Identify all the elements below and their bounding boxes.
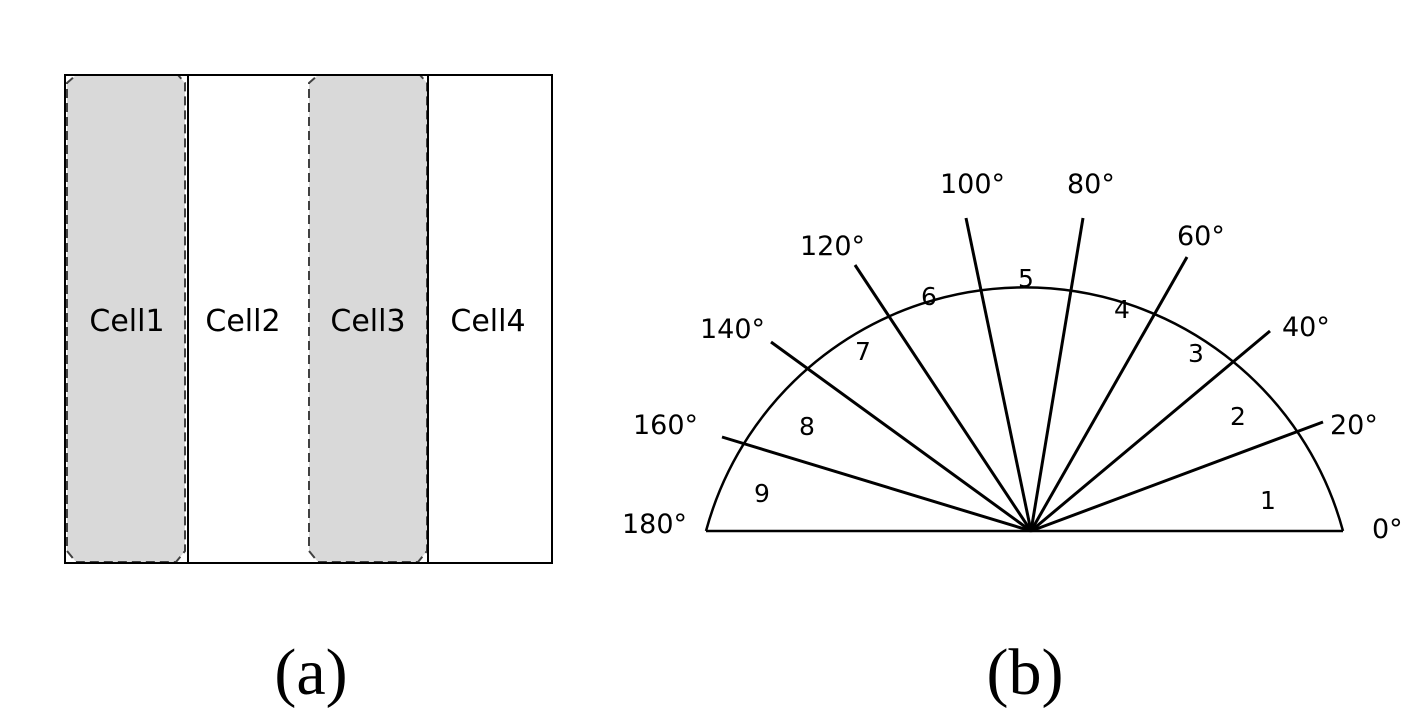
radial-line-80 — [1029, 217, 1085, 532]
sector-label-1: 1 — [1260, 486, 1276, 515]
sector-label-9: 9 — [754, 479, 770, 508]
panel-a-caption: (a) — [274, 636, 347, 709]
angle-label-140: 140° — [700, 314, 765, 345]
radial-line-160 — [721, 435, 1032, 533]
angle-label-100: 100° — [940, 169, 1005, 200]
cell4-label: Cell4 — [450, 304, 525, 339]
cell3-label: Cell3 — [330, 304, 405, 339]
sector-label-8: 8 — [799, 412, 815, 441]
sector-label-5: 5 — [1018, 264, 1034, 293]
radial-line-60 — [1029, 256, 1189, 532]
angle-label-160: 160° — [633, 410, 698, 441]
angle-label-80: 80° — [1067, 169, 1115, 200]
angle-label-120: 120° — [800, 231, 865, 262]
radial-line-120 — [853, 264, 1033, 532]
cells-frame — [64, 74, 553, 564]
radial-line-40 — [1030, 329, 1271, 533]
radial-line-20 — [1030, 420, 1324, 533]
sector-label-6: 6 — [921, 282, 937, 311]
cell2-label: Cell2 — [205, 304, 280, 339]
angle-label-20: 20° — [1330, 410, 1378, 441]
panel-b-caption: (b) — [987, 636, 1064, 709]
angle-label-180: 180° — [622, 509, 687, 540]
sector-label-7: 7 — [855, 337, 871, 366]
angle-label-60: 60° — [1177, 221, 1225, 252]
sector-label-2: 2 — [1230, 402, 1246, 431]
sector-label-3: 3 — [1188, 339, 1204, 368]
angle-label-0: 0° — [1372, 514, 1403, 545]
sector-label-4: 4 — [1114, 295, 1130, 324]
semicircle-outline — [704, 286, 1345, 532]
radial-line-100 — [964, 217, 1033, 532]
angle-label-40: 40° — [1282, 312, 1330, 343]
panel-a: Cell1 Cell2 Cell3 Cell4 (a) — [64, 74, 553, 709]
radial-line-140 — [770, 340, 1032, 533]
panel-b: 0° 20° 40° 60° 80° 100° 120° 140° 160° 1… — [622, 169, 1403, 709]
cell1-label: Cell1 — [89, 304, 164, 339]
